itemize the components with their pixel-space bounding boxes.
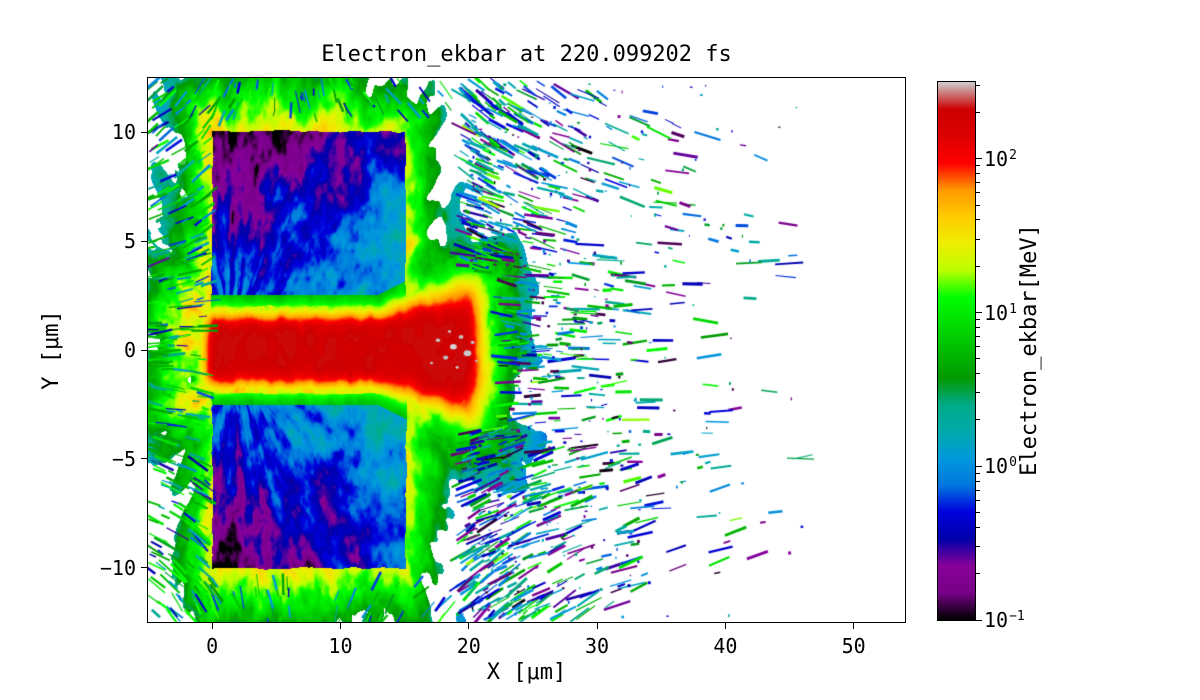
colorbar-tick-label: 10−1 xyxy=(984,607,1025,637)
colorbar-tick-base: 10 xyxy=(984,146,1009,171)
colorbar-minor-tick xyxy=(976,112,980,114)
colorbar-canvas xyxy=(938,82,975,620)
colorbar-tick-exponent: 0 xyxy=(1009,455,1017,471)
x-tick xyxy=(853,623,855,629)
colorbar-minor-tick xyxy=(976,472,980,474)
colorbar-tick-exponent: 1 xyxy=(1009,301,1017,317)
colorbar-minor-tick xyxy=(976,512,980,514)
colorbar-minor-tick xyxy=(976,238,980,240)
colorbar-minor-tick xyxy=(976,480,980,482)
colorbar-minor-tick xyxy=(976,165,980,167)
colorbar-tick-base: 10 xyxy=(984,608,1009,632)
x-tick xyxy=(596,623,598,629)
y-tick-label: 10 xyxy=(111,120,136,145)
x-tick xyxy=(468,623,470,629)
colorbar-minor-tick xyxy=(976,192,980,194)
colorbar-minor-tick xyxy=(976,419,980,421)
colorbar-tick-label: 102 xyxy=(984,146,1017,176)
colorbar-minor-tick xyxy=(976,326,980,328)
x-tick xyxy=(339,623,341,629)
colorbar-minor-tick xyxy=(976,573,980,575)
colorbar-tick-label: 101 xyxy=(984,300,1017,330)
x-tick-label: 20 xyxy=(456,634,481,658)
colorbar-major-tick xyxy=(976,312,982,314)
y-tick-label: 0 xyxy=(123,338,136,362)
y-tick-label: −10 xyxy=(99,555,136,580)
x-tick-label: 30 xyxy=(585,634,610,658)
y-tick xyxy=(141,131,147,133)
x-tick-label: 40 xyxy=(713,634,738,658)
heatmap-canvas xyxy=(148,78,905,622)
colorbar-minor-tick xyxy=(976,489,980,491)
colorbar-tick-base: 10 xyxy=(984,454,1009,479)
y-tick xyxy=(141,567,147,569)
colorbar-major-tick xyxy=(976,619,982,621)
colorbar-minor-tick xyxy=(976,546,980,548)
x-axis-label: X [μm] xyxy=(486,660,567,685)
colorbar-minor-tick xyxy=(976,219,980,221)
y-tick xyxy=(141,349,147,351)
colorbar-minor-tick xyxy=(976,526,980,528)
colorbar-tick-exponent: −1 xyxy=(1009,609,1025,624)
colorbar-minor-tick xyxy=(976,499,980,501)
colorbar-minor-tick xyxy=(976,373,980,375)
colorbar-minor-tick xyxy=(976,358,980,360)
y-axis-label: Y [μm] xyxy=(39,310,64,390)
colorbar-minor-tick xyxy=(976,204,980,206)
colorbar-minor-tick xyxy=(976,265,980,267)
y-tick xyxy=(141,458,147,460)
colorbar-major-tick xyxy=(976,465,982,467)
colorbar-minor-tick xyxy=(976,335,980,337)
x-tick xyxy=(724,623,726,629)
colorbar-tick-label: 100 xyxy=(984,453,1017,483)
colorbar-minor-tick xyxy=(976,173,980,175)
colorbar-minor-tick xyxy=(976,346,980,348)
colorbar-tick-base: 10 xyxy=(984,300,1009,325)
x-tick-label: 0 xyxy=(206,634,219,658)
y-tick xyxy=(141,240,147,242)
colorbar-minor-tick xyxy=(976,182,980,184)
colorbar-minor-tick xyxy=(976,392,980,394)
y-tick-label: 5 xyxy=(123,229,136,254)
colorbar-tick-exponent: 2 xyxy=(1009,147,1017,163)
colorbar-label: Electron_ekbar[MeV] xyxy=(1017,224,1042,476)
colorbar-minor-tick xyxy=(976,84,980,86)
figure-title: Electron_ekbar at 220.099202 fs xyxy=(321,42,732,67)
colorbar-minor-tick xyxy=(976,319,980,321)
y-tick-label: −5 xyxy=(111,446,136,471)
x-tick-label: 50 xyxy=(841,634,866,658)
x-tick-label: 10 xyxy=(328,634,353,658)
colorbar-major-tick xyxy=(976,158,982,160)
x-tick xyxy=(211,623,213,629)
